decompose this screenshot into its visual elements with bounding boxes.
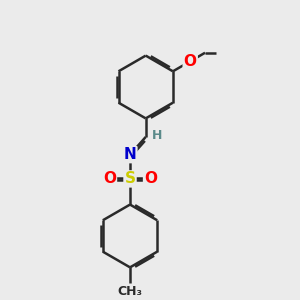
Text: O: O xyxy=(184,54,197,69)
Text: O: O xyxy=(103,171,116,186)
Text: CH₃: CH₃ xyxy=(118,285,142,298)
Text: H: H xyxy=(152,129,162,142)
Text: S: S xyxy=(124,171,136,186)
Text: N: N xyxy=(124,147,136,162)
Text: O: O xyxy=(144,171,157,186)
